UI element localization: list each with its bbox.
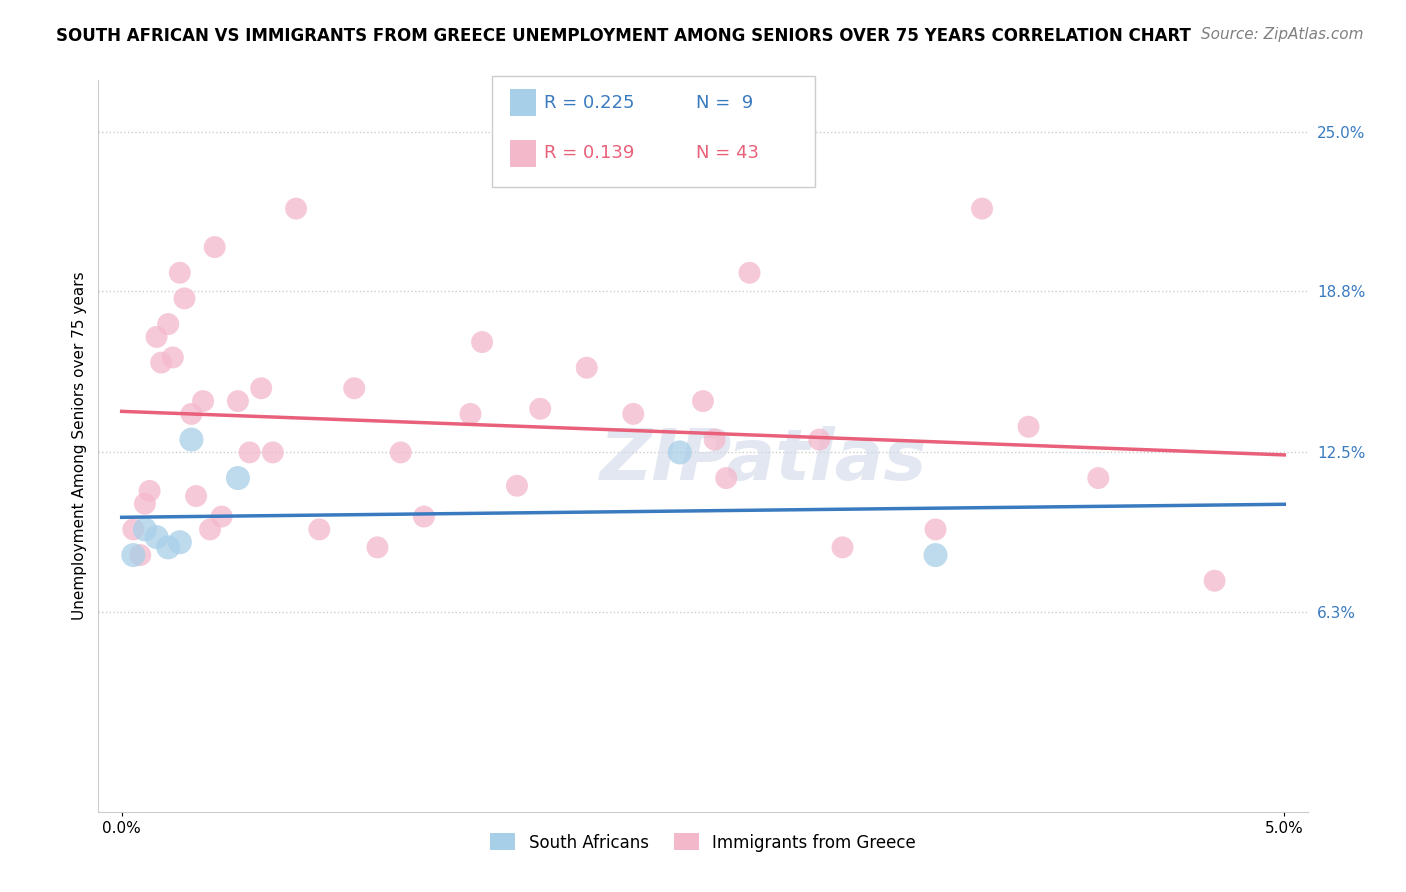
Point [129,548,152,562]
Point [413,509,436,524]
Text: N = 43: N = 43 [696,145,759,162]
Point [506,479,529,493]
Point [529,401,551,416]
Point [145,330,167,344]
Point [134,523,156,537]
Text: R = 0.139: R = 0.139 [544,145,634,162]
Point [180,407,202,421]
Point [157,541,180,555]
Point [198,523,221,537]
Point [134,497,156,511]
Point [122,548,145,562]
Point [169,535,191,549]
Point [703,433,725,447]
Point [621,407,644,421]
Legend: South Africans, Immigrants from Greece: South Africans, Immigrants from Greece [484,827,922,858]
Point [145,530,167,544]
Point [226,394,249,409]
Point [716,471,738,485]
Text: R = 0.225: R = 0.225 [544,94,634,112]
Point [389,445,412,459]
Point [924,523,946,537]
Point [180,433,202,447]
Text: SOUTH AFRICAN VS IMMIGRANTS FROM GREECE UNEMPLOYMENT AMONG SENIORS OVER 75 YEARS: SOUTH AFRICAN VS IMMIGRANTS FROM GREECE … [56,27,1191,45]
Point [262,445,284,459]
Point [122,523,145,537]
Point [239,445,262,459]
Point [211,509,233,524]
Point [138,483,160,498]
Point [1087,471,1109,485]
Point [970,202,993,216]
Point [162,351,184,365]
Text: ZIPatlas: ZIPatlas [600,426,927,495]
Point [366,541,388,555]
Point [285,202,308,216]
Point [738,266,761,280]
Point [191,394,214,409]
Point [924,548,946,562]
Y-axis label: Unemployment Among Seniors over 75 years: Unemployment Among Seniors over 75 years [72,272,87,620]
Point [226,471,249,485]
Point [471,334,494,349]
Point [173,292,195,306]
Text: Source: ZipAtlas.com: Source: ZipAtlas.com [1201,27,1364,42]
Point [1204,574,1226,588]
Point [184,489,207,503]
Point [343,381,366,395]
Point [831,541,853,555]
Point [808,433,831,447]
Point [460,407,482,421]
Text: N =  9: N = 9 [696,94,754,112]
Point [157,317,180,331]
Point [1018,419,1040,434]
Point [204,240,226,254]
Point [668,445,690,459]
Point [169,266,191,280]
Point [308,523,330,537]
Point [250,381,273,395]
Point [150,355,173,369]
Point [692,394,714,409]
Point [575,360,598,375]
